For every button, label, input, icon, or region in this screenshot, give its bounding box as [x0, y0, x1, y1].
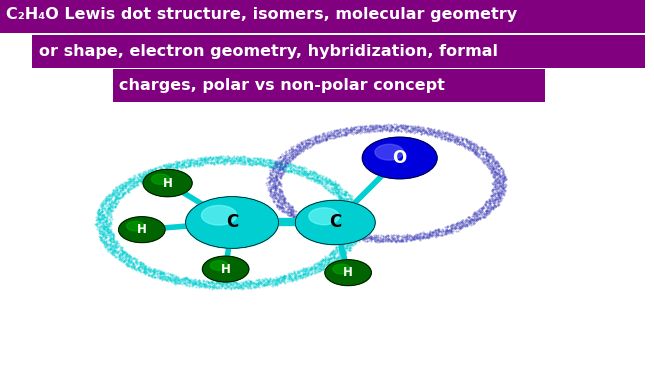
Circle shape	[143, 169, 192, 197]
Text: charges, polar vs non-polar concept: charges, polar vs non-polar concept	[119, 78, 445, 94]
Text: or shape, electron geometry, hybridization, formal: or shape, electron geometry, hybridizati…	[39, 44, 498, 59]
Text: O: O	[392, 149, 407, 167]
Circle shape	[309, 208, 339, 225]
Circle shape	[201, 206, 237, 225]
Circle shape	[362, 137, 437, 179]
Circle shape	[203, 256, 249, 282]
Circle shape	[152, 174, 170, 184]
Circle shape	[126, 221, 144, 231]
Text: C₂H₄O Lewis dot structure, isomers, molecular geometry: C₂H₄O Lewis dot structure, isomers, mole…	[7, 7, 517, 22]
Circle shape	[325, 260, 371, 286]
FancyBboxPatch shape	[112, 69, 545, 103]
Circle shape	[211, 261, 228, 270]
Text: C: C	[329, 213, 341, 232]
FancyBboxPatch shape	[0, 0, 645, 33]
Circle shape	[333, 264, 351, 274]
Circle shape	[186, 197, 279, 248]
Text: H: H	[163, 176, 173, 189]
Text: C: C	[226, 213, 238, 232]
Text: H: H	[137, 223, 146, 236]
Circle shape	[295, 200, 375, 245]
FancyBboxPatch shape	[32, 35, 645, 68]
Circle shape	[375, 144, 404, 160]
Text: H: H	[343, 266, 353, 279]
Text: H: H	[220, 263, 231, 276]
Circle shape	[118, 217, 165, 242]
